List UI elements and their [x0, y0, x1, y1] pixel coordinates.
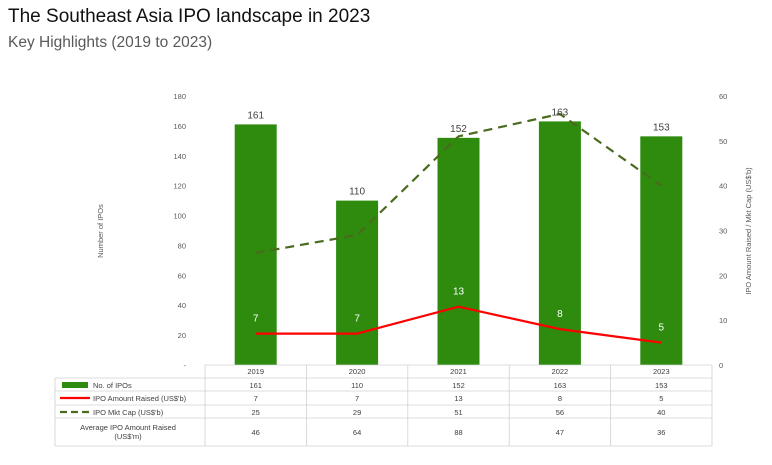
amount-raised-line: [255, 305, 662, 344]
table-cell: 153: [655, 381, 668, 390]
y-tick-label: -: [184, 361, 187, 370]
bar-data-label: 153: [653, 122, 670, 133]
table-cell: 152: [452, 381, 465, 390]
bar-2022: [538, 121, 581, 366]
y2-tick-label: 20: [719, 271, 727, 280]
amount-data-label: 8: [557, 309, 563, 320]
bar-2021: [437, 137, 480, 365]
y2-tick-label: 60: [719, 92, 727, 101]
amount-data-label: 5: [659, 323, 665, 334]
table-cell: 5: [659, 394, 663, 403]
average-row-cell: 36: [657, 428, 665, 437]
amount-data-label: 7: [354, 314, 360, 325]
table-cell: 40: [657, 408, 665, 417]
table-cell: 7: [254, 394, 258, 403]
y-tick-label: 20: [178, 331, 186, 340]
table-cell: 8: [558, 394, 562, 403]
table-cell: 13: [454, 394, 462, 403]
y-tick-label: 80: [178, 241, 186, 250]
y2-tick-label: 10: [719, 316, 727, 325]
average-row-cell: 88: [454, 428, 462, 437]
market-cap-line: [255, 112, 662, 254]
legend-label: IPO Mkt Cap (US$'b): [93, 408, 164, 417]
table-cell: 161: [249, 381, 262, 390]
amount-data-label: 7: [253, 314, 259, 325]
average-row-cell: 64: [353, 428, 361, 437]
table-cell: 163: [554, 381, 567, 390]
table-cell: 7: [355, 394, 359, 403]
table-cell: 110: [351, 381, 363, 390]
legend-swatch-bar: [62, 382, 88, 388]
x-tick-label: 2021: [450, 367, 467, 376]
page-subtitle: Key Highlights (2019 to 2023): [8, 34, 213, 51]
bar-2019: [234, 124, 277, 366]
table-cell: 29: [353, 408, 361, 417]
y-tick-label: 60: [178, 271, 186, 280]
x-tick-label: 2020: [349, 367, 366, 376]
y2-tick-label: 40: [719, 182, 727, 191]
x-tick-label: 2022: [552, 367, 569, 376]
y2-tick-label: 50: [719, 137, 727, 146]
average-row-cell: 46: [252, 428, 260, 437]
y-tick-label: 100: [173, 212, 186, 221]
average-row-label: Average IPO Amount Raised (US$'m): [80, 423, 176, 441]
y-axis-label: Number of IPOs: [96, 204, 105, 258]
amount-data-label: 13: [453, 287, 465, 298]
y-tick-label: 40: [178, 301, 186, 310]
y-tick-label: 180: [173, 92, 186, 101]
y-tick-label: 140: [173, 152, 186, 161]
x-tick-label: 2019: [247, 367, 264, 376]
y2-axis-label: IPO Amount Raised / Mkt Cap (US$'b): [744, 167, 753, 295]
x-tick-label: 2023: [653, 367, 670, 376]
y-tick-label: 160: [173, 122, 186, 131]
table-cell: 25: [252, 408, 260, 417]
table-cell: 51: [454, 408, 462, 417]
page-title: The Southeast Asia IPO landscape in 2023: [8, 6, 371, 27]
bar-data-label: 152: [450, 124, 467, 135]
bar-2020: [336, 200, 379, 365]
bar-data-label: 161: [247, 110, 264, 121]
y-tick-label: 120: [173, 182, 186, 191]
legend-label: No. of IPOs: [93, 381, 132, 390]
legend-label: IPO Amount Raised (US$'b): [93, 394, 187, 403]
bar-data-label: 110: [349, 187, 365, 198]
table-cell: 56: [556, 408, 564, 417]
y2-tick-label: 0: [719, 361, 723, 370]
bar-data-label: 163: [552, 107, 569, 118]
average-row-cell: 47: [556, 428, 564, 437]
y2-tick-label: 30: [719, 227, 727, 236]
